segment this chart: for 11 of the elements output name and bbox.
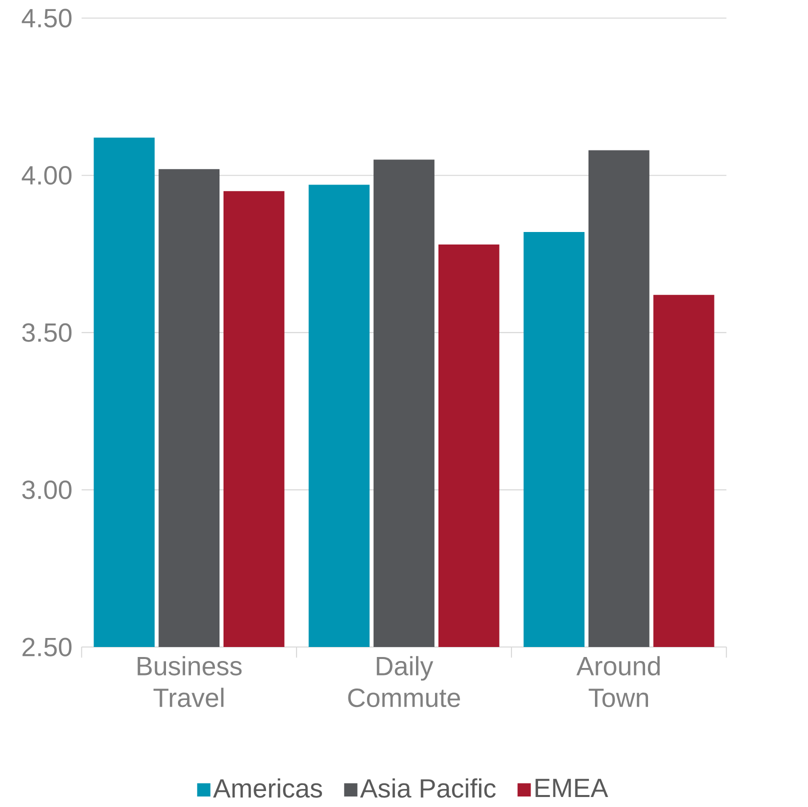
x-tick-label: Business Travel: [138, 656, 242, 708]
x-tick-label: Daily Commute: [348, 656, 460, 708]
y-tick-label: 4.50: [22, 8, 72, 28]
y-tick-label: 2.50: [22, 638, 72, 657]
y-tick-label: 3.50: [22, 323, 72, 342]
legend-label: Americas: [213, 778, 322, 798]
legend-label: EMEA: [536, 778, 608, 798]
x-tick-label: Around Town: [576, 656, 660, 708]
y-tick-label: 4.00: [22, 166, 72, 185]
legend-label: Asia Pacific: [360, 778, 496, 798]
y-tick-label: 3.00: [22, 480, 72, 500]
